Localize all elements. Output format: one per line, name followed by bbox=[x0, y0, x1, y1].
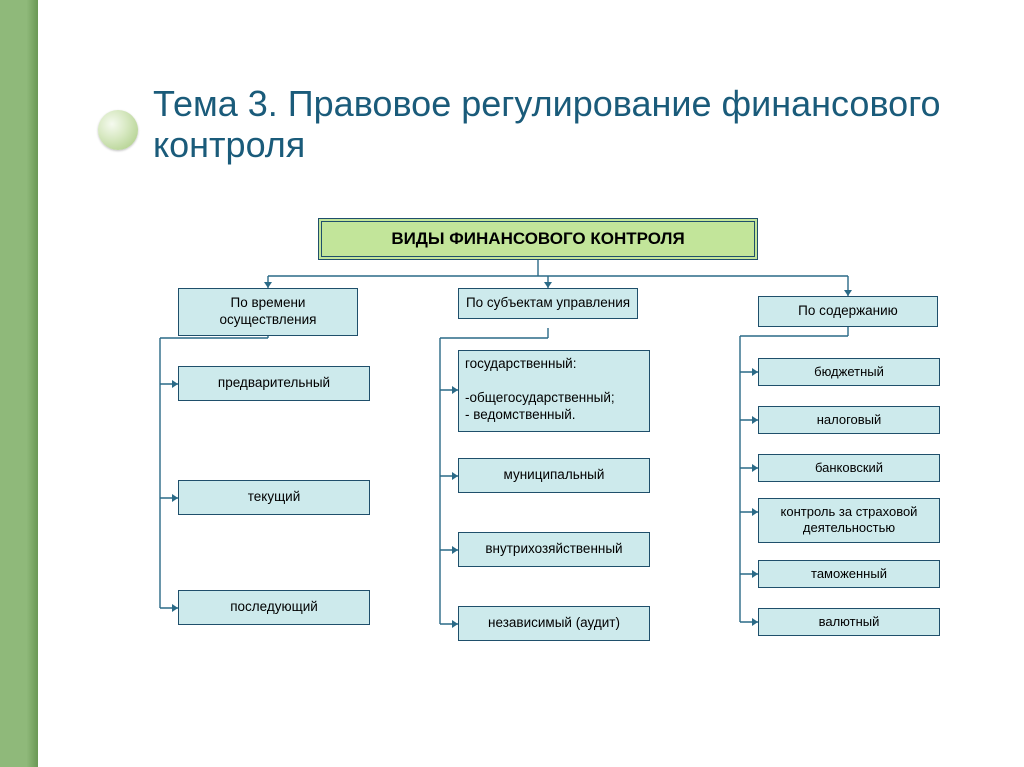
slide-title: Тема 3. Правовое регулирование финансово… bbox=[153, 83, 1024, 166]
leaf-0-1: текущий bbox=[178, 480, 370, 515]
leaf-2-1: налоговый bbox=[758, 406, 940, 434]
title-bullet-icon bbox=[98, 110, 138, 150]
leaf-1-1: муниципальный bbox=[458, 458, 650, 493]
leaf-2-3: контроль за страховой деятельностью bbox=[758, 498, 940, 543]
leaf-0-2: последующий bbox=[178, 590, 370, 625]
leaf-1-3: независимый (аудит) bbox=[458, 606, 650, 641]
leaf-2-0: бюджетный bbox=[758, 358, 940, 386]
leaf-2-2: банковский bbox=[758, 454, 940, 482]
branch-header-2: По содержанию bbox=[758, 296, 938, 327]
root-node: ВИДЫ ФИНАНСОВОГО КОНТРОЛЯ bbox=[318, 218, 758, 260]
slide-sidebar bbox=[0, 0, 38, 767]
leaf-2-4: таможенный bbox=[758, 560, 940, 588]
diagram-area: ВИДЫ ФИНАНСОВОГО КОНТРОЛЯ По времени осу… bbox=[118, 200, 984, 747]
leaf-1-0: государственный: -общегосударственный; -… bbox=[458, 350, 650, 432]
leaf-2-5: валютный bbox=[758, 608, 940, 636]
branch-header-1: По субъектам управления bbox=[458, 288, 638, 319]
slide-body: Тема 3. Правовое регулирование финансово… bbox=[38, 0, 1024, 767]
leaf-0-0: предварительный bbox=[178, 366, 370, 401]
leaf-1-2: внутрихозяйственный bbox=[458, 532, 650, 567]
branch-header-0: По времени осуществления bbox=[178, 288, 358, 336]
